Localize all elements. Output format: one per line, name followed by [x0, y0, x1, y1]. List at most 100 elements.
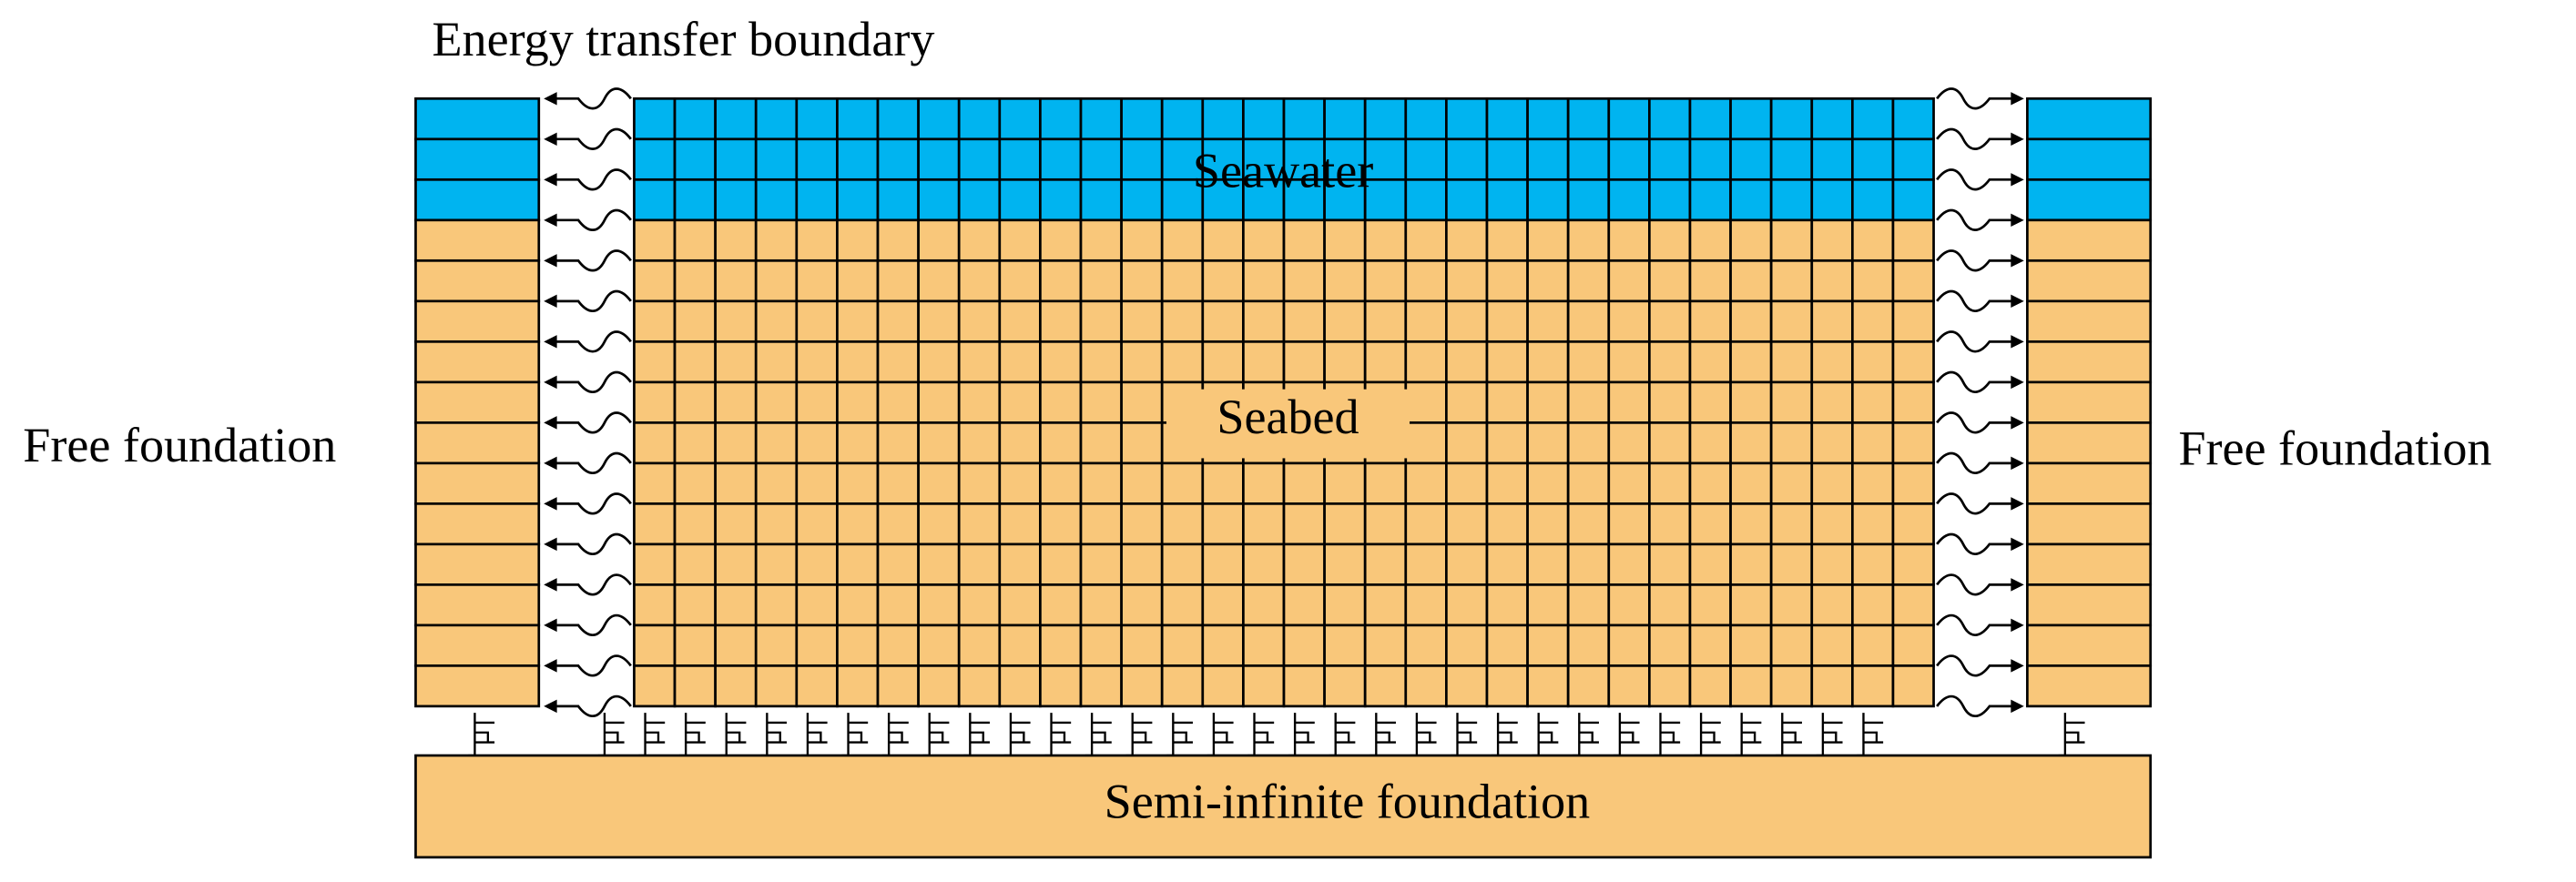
- semi-infinite-foundation: [414, 754, 2153, 859]
- cell: [1729, 340, 1773, 384]
- cell: [1282, 461, 1326, 505]
- cell: [1242, 340, 1286, 384]
- cell: [1363, 137, 1408, 181]
- cell: [1363, 218, 1408, 262]
- cell: [2026, 299, 2153, 343]
- cell: [1079, 664, 1123, 708]
- arrowhead: [2011, 618, 2024, 633]
- cell: [1769, 259, 1814, 303]
- cell: [414, 340, 541, 384]
- cell: [1648, 96, 1692, 141]
- cell: [1404, 137, 1448, 181]
- cell: [1363, 259, 1408, 303]
- cell: [714, 259, 758, 303]
- cell: [1404, 664, 1448, 708]
- cell: [998, 259, 1042, 303]
- cell: [1282, 137, 1326, 181]
- cell: [1404, 96, 1448, 141]
- spring-damper: [1735, 713, 1762, 757]
- cell: [1851, 380, 1895, 424]
- cell: [836, 380, 880, 424]
- cell: [414, 259, 541, 303]
- cell: [998, 177, 1042, 222]
- cell: [1079, 299, 1123, 343]
- cell: [673, 421, 717, 465]
- cell: [795, 542, 839, 586]
- cell: [1891, 542, 1935, 586]
- cell: [1363, 664, 1408, 708]
- cell: [633, 664, 677, 708]
- cell: [1485, 96, 1529, 141]
- cell: [673, 583, 717, 627]
- cell: [1729, 623, 1773, 667]
- cell: [998, 542, 1042, 586]
- cell: [1323, 542, 1367, 586]
- cell: [998, 218, 1042, 262]
- cell: [917, 664, 961, 708]
- cell: [2026, 461, 2153, 505]
- arrow-left: [546, 411, 632, 434]
- cell: [1201, 461, 1245, 505]
- cell: [1810, 664, 1854, 708]
- cell: [714, 299, 758, 343]
- cell: [795, 218, 839, 262]
- cell: [673, 259, 717, 303]
- cell: [1891, 583, 1935, 627]
- cell: [754, 177, 799, 222]
- cell: [1404, 299, 1448, 343]
- cell: [714, 542, 758, 586]
- cell: [714, 502, 758, 546]
- cell: [1607, 340, 1651, 384]
- cell: [957, 421, 1002, 465]
- cell: [1648, 461, 1692, 505]
- cell: [1242, 623, 1286, 667]
- cell: [1566, 380, 1611, 424]
- cell: [754, 542, 799, 586]
- cell: [1039, 583, 1083, 627]
- cell: [1445, 218, 1489, 262]
- cell: [1769, 623, 1814, 667]
- cell: [1363, 583, 1408, 627]
- cell: [1120, 137, 1164, 181]
- spring-damper: [1613, 713, 1640, 757]
- arrow-left: [546, 370, 632, 394]
- cell: [633, 137, 677, 181]
- spring-damper: [1247, 713, 1275, 757]
- cell: [876, 96, 920, 141]
- cell: [1282, 664, 1326, 708]
- cell: [1769, 542, 1814, 586]
- cell: [633, 177, 677, 222]
- cell: [1323, 461, 1367, 505]
- cell: [1769, 421, 1814, 465]
- cell: [795, 461, 839, 505]
- cell: [414, 218, 541, 262]
- cell: [1079, 380, 1123, 424]
- cell: [1242, 502, 1286, 546]
- cell: [1323, 502, 1367, 546]
- arrowhead: [544, 618, 557, 633]
- cell: [1891, 421, 1935, 465]
- cell: [1404, 380, 1448, 424]
- cell: [1851, 664, 1895, 708]
- arrowhead: [2011, 92, 2024, 106]
- cell: [1729, 421, 1773, 465]
- cell: [1688, 96, 1732, 141]
- cell: [754, 623, 799, 667]
- arrow-right: [1936, 654, 2020, 677]
- arrow-right: [1936, 87, 2020, 110]
- cell: [1810, 380, 1854, 424]
- cell: [836, 340, 880, 384]
- cell: [1810, 177, 1854, 222]
- cell: [714, 664, 758, 708]
- arrowhead: [2011, 456, 2024, 471]
- cell: [1445, 542, 1489, 586]
- cell: [1120, 623, 1164, 667]
- cell: [1242, 218, 1286, 262]
- cell: [1485, 421, 1529, 465]
- arrowhead: [544, 254, 557, 268]
- cell: [1810, 96, 1854, 141]
- cell: [795, 340, 839, 384]
- cell: [1120, 502, 1164, 546]
- cell: [836, 137, 880, 181]
- cell: [1079, 218, 1123, 262]
